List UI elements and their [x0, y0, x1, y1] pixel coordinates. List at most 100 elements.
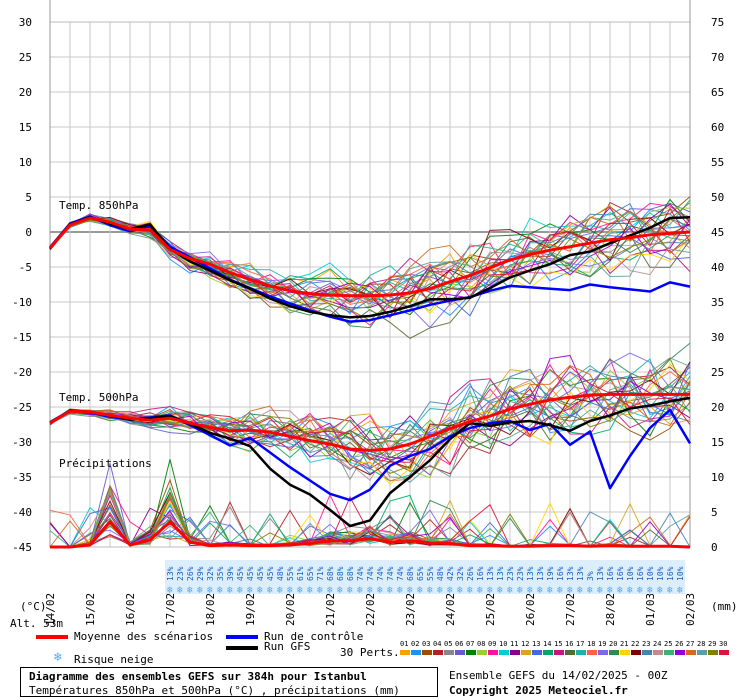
member-number: 04 [433, 640, 441, 648]
member-color-swatch [499, 650, 509, 655]
snow-risk-cell [505, 560, 515, 594]
snowflake-icon: ❄ [437, 585, 444, 596]
member-color-swatch [609, 650, 619, 655]
legend-mean-label: Moyenne des scénarios [74, 630, 214, 643]
snow-risk-percent: 74% [386, 566, 395, 581]
x-date-label: 26/02 [524, 593, 537, 626]
left-unit-label: (°C) [20, 600, 47, 613]
snow-risk-percent: 39% [226, 566, 235, 581]
snow-risk-cell [305, 560, 315, 594]
y-tick-left: 25 [19, 51, 32, 64]
snowflake-icon: ❄ [267, 585, 274, 596]
snow-risk-cell [425, 560, 435, 594]
snow-risk-cell [515, 560, 525, 594]
member-line [49, 216, 691, 315]
mean-line-t500 [49, 392, 690, 452]
snow-risk-cell [265, 560, 275, 594]
snow-risk-cell [565, 560, 575, 594]
member-number: 14 [543, 640, 551, 648]
y-tick-right: 60 [711, 121, 724, 134]
member-line [49, 365, 691, 465]
member-number: 23 [642, 640, 650, 648]
member-color-swatch [565, 650, 575, 655]
member-number: 17 [576, 640, 584, 648]
legend-control-label: Run de contrôle [264, 630, 364, 643]
snow-risk-percent: 35% [216, 566, 225, 581]
legend-mean-swatch [36, 635, 68, 639]
t500-label: Temp. 500hPa [59, 391, 138, 404]
x-date-label: 17/02 [164, 593, 177, 626]
snow-risk-cell [185, 560, 195, 594]
member-color-swatch [576, 650, 586, 655]
y-tick-right: 0 [711, 541, 718, 554]
x-date-label: 16/02 [124, 593, 137, 626]
member-color-swatch [708, 650, 718, 655]
footer-title: Diagramme des ensembles GEFS sur 384h po… [29, 670, 367, 683]
snow-risk-percent: 10% [646, 566, 655, 581]
snow-risk-percent: 65% [416, 566, 425, 581]
member-number: 12 [521, 640, 529, 648]
snow-risk-cell [465, 560, 475, 594]
member-color-swatch [422, 650, 432, 655]
snow-risk-cell [575, 560, 585, 594]
snow-risk-cell [405, 560, 415, 594]
snow-risk-percent: 74% [396, 566, 405, 581]
snow-risk-percent: 13% [536, 566, 545, 581]
snow-risk-percent: 10% [626, 566, 635, 581]
snowflake-icon: ❄ [387, 585, 394, 596]
snowflake-icon: ❄ [597, 585, 604, 596]
copyright: Copyright 2025 Meteociel.fr [449, 684, 628, 697]
snow-risk-cell [615, 560, 625, 594]
snowflake-icon: ❄ [277, 585, 284, 596]
y-tick-right: 40 [711, 261, 724, 274]
snow-risk-percent: 45% [236, 566, 245, 581]
x-date-label: 14/02 [44, 593, 57, 626]
member-color-swatch [543, 650, 553, 655]
x-date-label: 20/02 [284, 593, 297, 626]
y-tick-left: 10 [19, 156, 32, 169]
snowflake-icon: ❄ [487, 585, 494, 596]
snow-risk-percent: 65% [306, 566, 315, 581]
y-tick-left: -15 [12, 331, 32, 344]
mean-line-t850 [48, 216, 691, 298]
snow-risk-percent: 13% [526, 566, 535, 581]
x-date-label: 15/02 [84, 593, 97, 626]
snowflake-icon: ❄ [347, 585, 354, 596]
snowflake-icon: ❄ [657, 585, 664, 596]
member-color-swatch [532, 650, 542, 655]
member-line [49, 352, 691, 468]
y-tick-right: 20 [711, 401, 724, 414]
member-number: 30 [719, 640, 727, 648]
snow-risk-cell [675, 560, 685, 594]
snowflake-icon: ❄ [417, 585, 424, 596]
snowflake-icon: ❄ [677, 585, 684, 596]
snow-risk-percent: 45% [256, 566, 265, 581]
y-tick-left: -20 [12, 366, 32, 379]
snowflake-icon: ❄ [367, 585, 374, 596]
member-color-key: 01 02 03 04 05 06 07 08 09 10 11 12 13 14 15 16 17 18 19 20… [400, 640, 729, 655]
snowflake-icon: ❄ [307, 585, 314, 596]
altitude-label: Alt. 53m [10, 617, 63, 630]
member-color-swatch [697, 650, 707, 655]
member-number: 13 [532, 640, 540, 648]
snow-risk-cell [315, 560, 325, 594]
x-date-label: 24/02 [444, 593, 457, 626]
snowflake-icon: ❄ [377, 585, 384, 596]
snow-risk-cell [395, 560, 405, 594]
snow-risk-percent: 26% [466, 566, 475, 581]
x-date-label: 01/03 [644, 593, 657, 626]
snow-risk-percent: 68% [406, 566, 415, 581]
y-tick-left: 15 [19, 121, 32, 134]
snowflake-icon: ❄ [637, 585, 644, 596]
member-color-swatch [433, 650, 443, 655]
snowflake-icon: ❄ [337, 585, 344, 596]
snow-risk-percent: 55% [286, 566, 295, 581]
member-color-swatch [686, 650, 696, 655]
member-number: 06 [455, 640, 463, 648]
member-number: 22 [631, 640, 639, 648]
snow-risk-percent: 74% [376, 566, 385, 581]
legend-gfs-label: Run GFS [264, 640, 311, 653]
snow-risk-percent: 16% [666, 566, 675, 581]
snowflake-icon: ❄ [617, 585, 624, 596]
snow-risk-cell [435, 560, 445, 594]
